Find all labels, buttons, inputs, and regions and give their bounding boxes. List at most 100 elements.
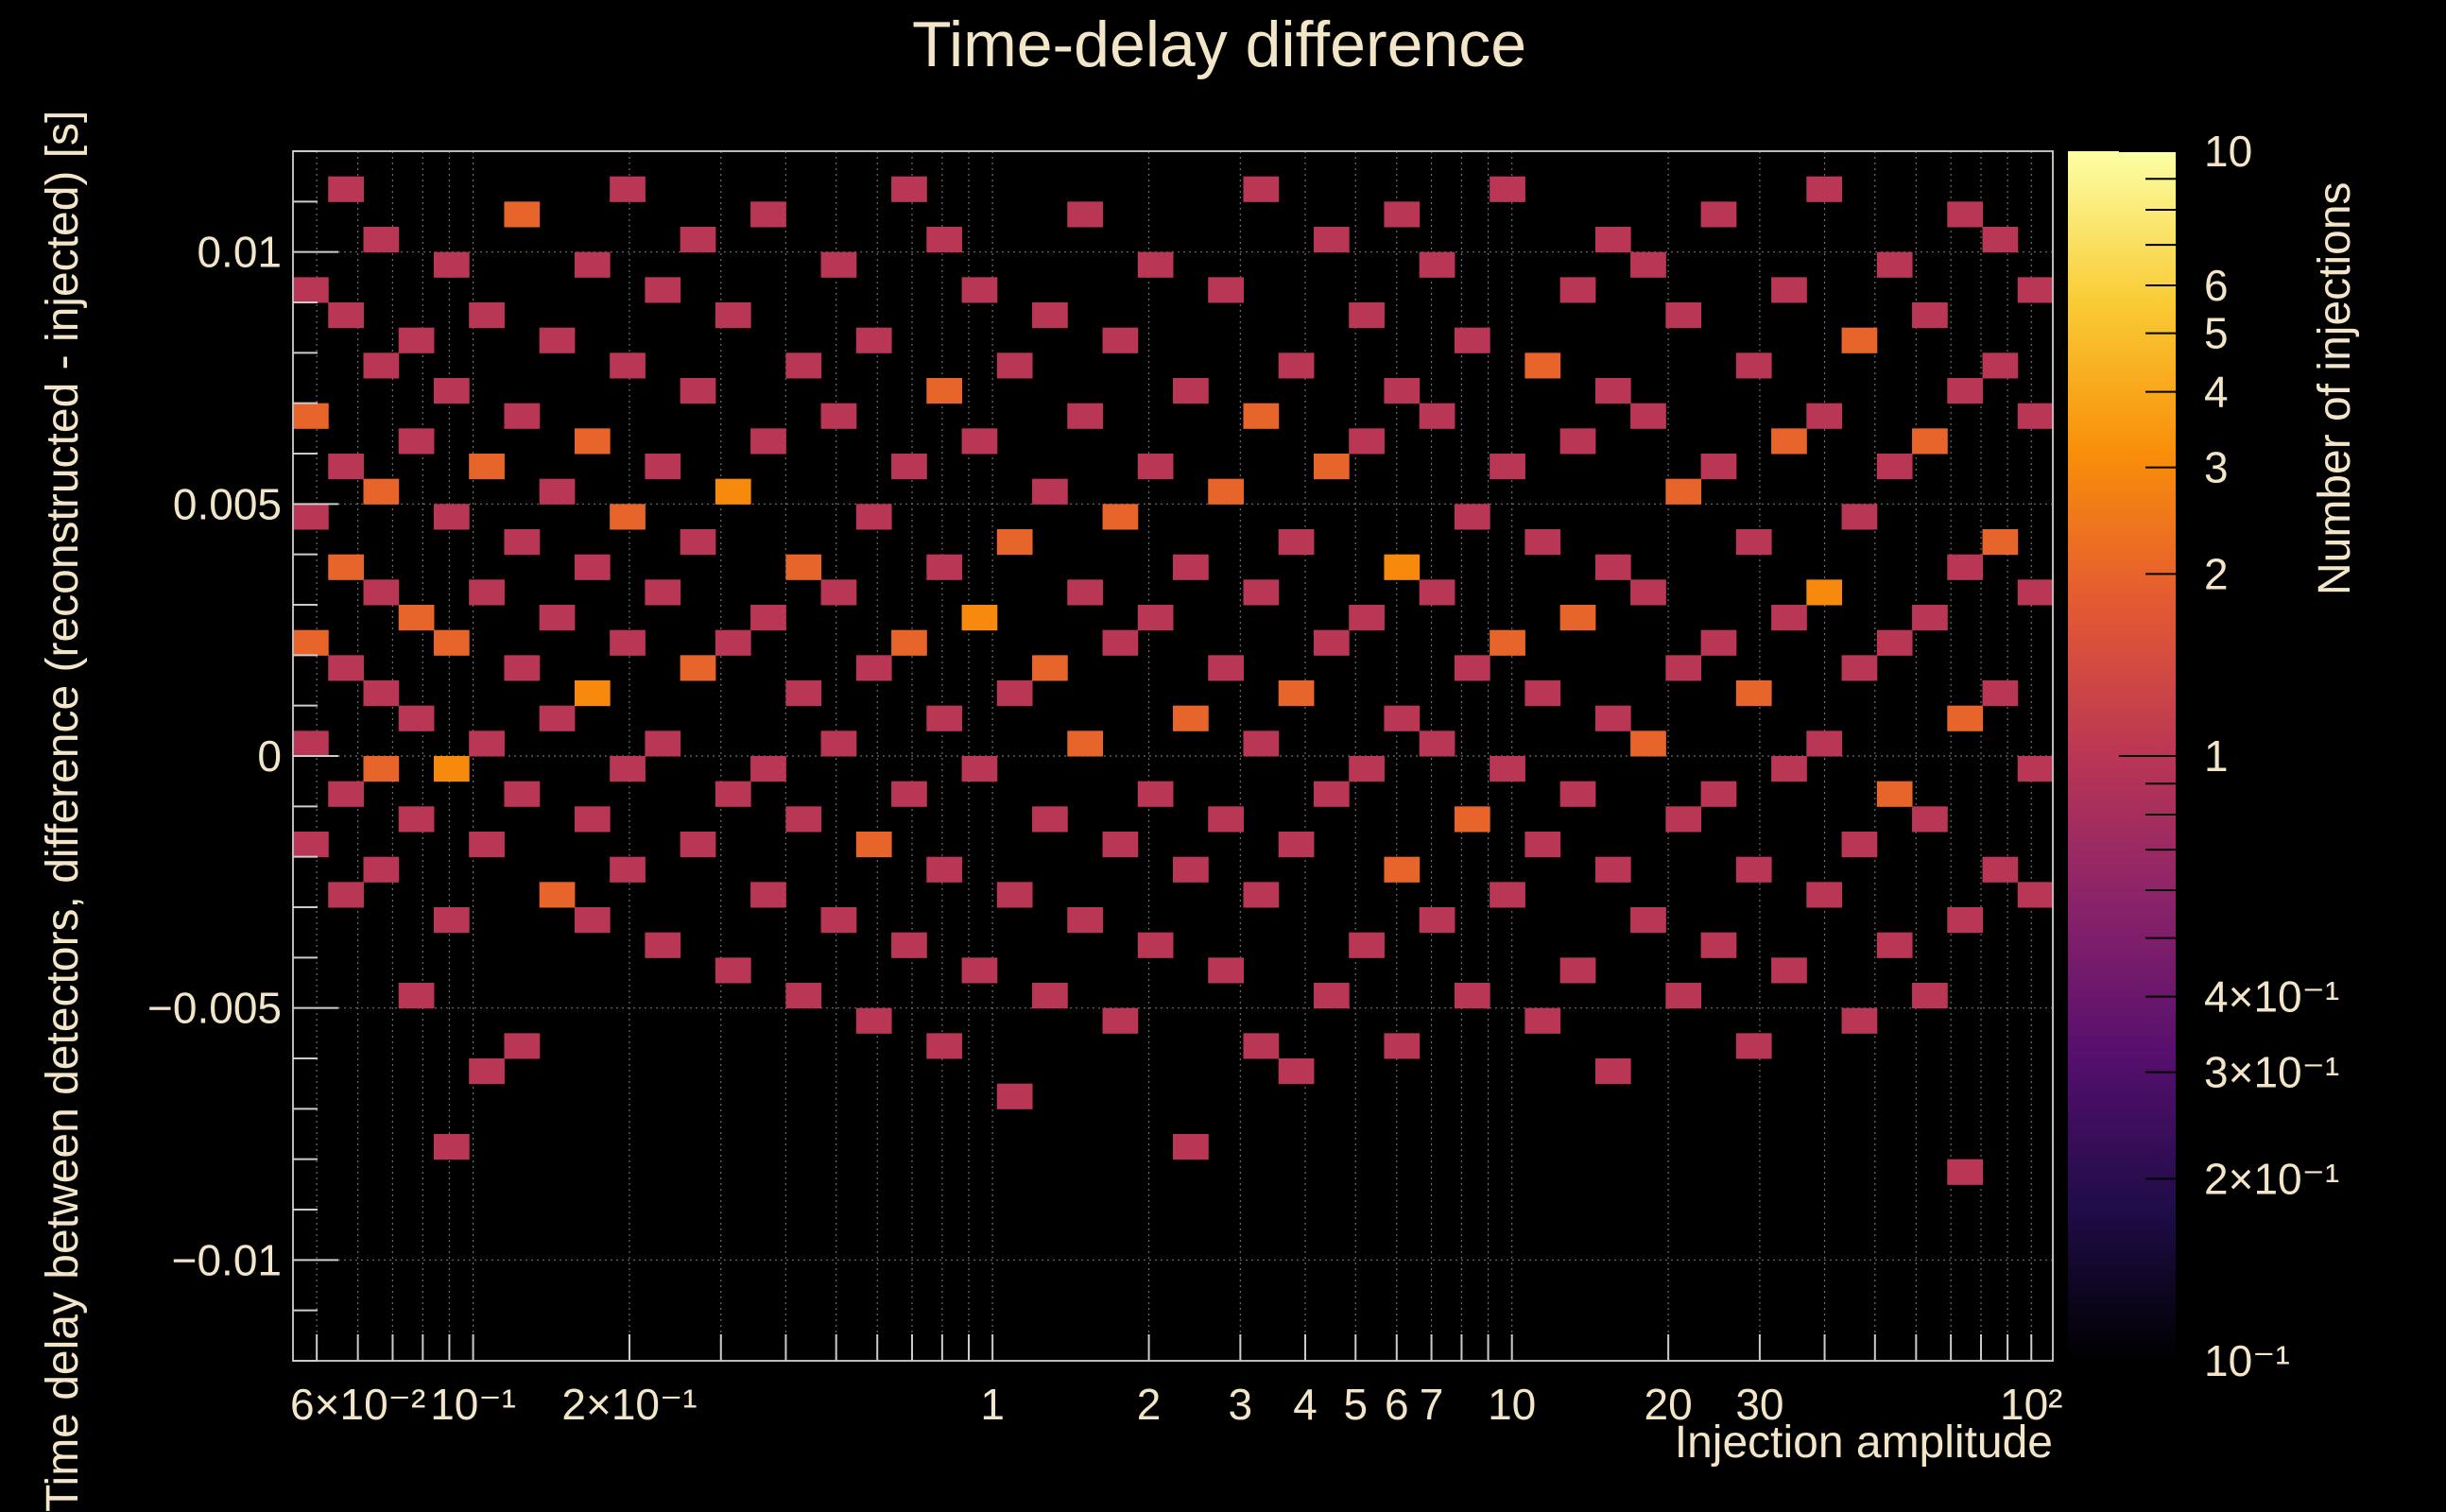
heatmap-cell	[1947, 378, 1984, 404]
heatmap-cell	[645, 579, 681, 606]
heatmap-cell	[891, 629, 927, 656]
x-tick-label: 20	[1645, 1380, 1693, 1429]
chart-title: Time-delay difference	[912, 9, 1526, 80]
heatmap-cell	[574, 680, 611, 707]
colorbar-tick-label: 1	[2204, 731, 2229, 781]
heatmap-cell	[1067, 730, 1104, 757]
heatmap-cell	[1806, 176, 1843, 202]
x-tick-label: 30	[1735, 1380, 1783, 1429]
heatmap-cell	[1912, 983, 1948, 1009]
heatmap-cell	[680, 655, 716, 681]
heatmap-cell	[1454, 983, 1490, 1009]
heatmap-cell	[1313, 629, 1350, 656]
heatmap-cell	[680, 378, 716, 404]
heatmap-cell	[1771, 277, 1807, 303]
x-tick-label: 6	[1385, 1380, 1409, 1429]
heatmap-cell	[820, 907, 857, 934]
heatmap-cell	[1735, 352, 1772, 379]
heatmap-cell	[398, 605, 435, 631]
heatmap-cell	[1524, 352, 1561, 379]
heatmap-cell	[645, 730, 681, 757]
heatmap-cell	[1173, 705, 1209, 731]
heatmap-cell	[1912, 428, 1948, 455]
x-tick-label: 10⁻¹	[430, 1380, 516, 1429]
heatmap-cell	[785, 680, 822, 707]
heatmap-cell	[1876, 781, 1913, 807]
heatmap-cell	[1102, 327, 1139, 353]
heatmap-cell	[996, 882, 1033, 908]
heatmap-cell	[1208, 957, 1244, 984]
heatmap-cell	[1243, 882, 1280, 908]
heatmap-cell	[1067, 201, 1104, 228]
heatmap-cell	[363, 352, 400, 379]
heatmap-cell	[1490, 756, 1525, 782]
heatmap-cell	[1594, 705, 1631, 731]
heatmap-cell	[504, 655, 541, 681]
heatmap-cell	[1454, 655, 1490, 681]
heatmap-cell	[1208, 806, 1244, 833]
heatmap-cell	[1630, 907, 1666, 934]
heatmap-cell	[1349, 932, 1385, 958]
heatmap-cell	[1243, 403, 1280, 429]
heatmap-cell	[433, 629, 470, 656]
heatmap-cell	[1735, 680, 1772, 707]
heatmap-cell	[1313, 781, 1350, 807]
heatmap-cell	[1665, 983, 1702, 1009]
heatmap-cell	[1419, 251, 1456, 278]
heatmap-cell	[293, 504, 329, 530]
heatmap-cell	[1384, 1033, 1421, 1059]
heatmap-cell	[1912, 806, 1948, 833]
heatmap-cell	[926, 554, 963, 580]
heatmap-cell	[926, 378, 963, 404]
heatmap-cell	[1208, 478, 1244, 505]
heatmap-cell	[363, 680, 400, 707]
heatmap-cell	[1349, 756, 1385, 782]
heatmap-cell	[574, 907, 611, 934]
heatmap-cell	[785, 806, 822, 833]
heatmap-cell	[1384, 705, 1421, 731]
heatmap-cell	[1982, 227, 2019, 253]
heatmap-cell	[610, 504, 646, 530]
heatmap-cell	[504, 1033, 541, 1059]
heatmap-cell	[1454, 327, 1490, 353]
heatmap-cell	[1278, 1058, 1315, 1085]
x-tick-label: 10²	[2000, 1380, 2062, 1429]
heatmap-cell	[1771, 957, 1807, 984]
heatmap-cell	[433, 251, 470, 278]
heatmap-cell	[891, 932, 927, 958]
heatmap-cell	[1912, 605, 1948, 631]
heatmap-cell	[1982, 529, 2019, 556]
heatmap-cell	[1982, 856, 2019, 883]
heatmap-cell	[961, 957, 998, 984]
heatmap-cell	[1032, 655, 1068, 681]
heatmap-cell	[398, 428, 435, 455]
heatmap-cell	[680, 227, 716, 253]
heatmap-cell	[2017, 277, 2054, 303]
heatmap-cell	[1876, 629, 1913, 656]
heatmap-cell	[1594, 856, 1631, 883]
heatmap-cell	[1419, 907, 1456, 934]
heatmap-cell	[328, 302, 364, 329]
heatmap-cell	[433, 504, 470, 530]
heatmap-cell	[1841, 504, 1878, 530]
heatmap-cell	[820, 579, 857, 606]
heatmap-cell	[961, 428, 998, 455]
heatmap-cell	[1524, 1007, 1561, 1034]
heatmap-cell	[1419, 403, 1456, 429]
heatmap-cell	[750, 428, 786, 455]
heatmap-cell	[1665, 655, 1702, 681]
heatmap-cell	[1067, 907, 1104, 934]
heatmap-cell	[1665, 302, 1702, 329]
heatmap-cell	[363, 227, 400, 253]
heatmap-cell	[855, 1007, 892, 1034]
heatmap-cell	[1349, 302, 1385, 329]
heatmap-cell	[433, 907, 470, 934]
heatmap-cell	[504, 781, 541, 807]
colorbar-tick-label: 10⁻¹	[2204, 1336, 2290, 1385]
heatmap-cell	[293, 277, 329, 303]
heatmap-cell	[1137, 605, 1174, 631]
heatmap-cell	[1173, 1134, 1209, 1160]
heatmap-cell	[469, 730, 505, 757]
heatmap-cell	[1454, 806, 1490, 833]
heatmap-cell	[1841, 655, 1878, 681]
